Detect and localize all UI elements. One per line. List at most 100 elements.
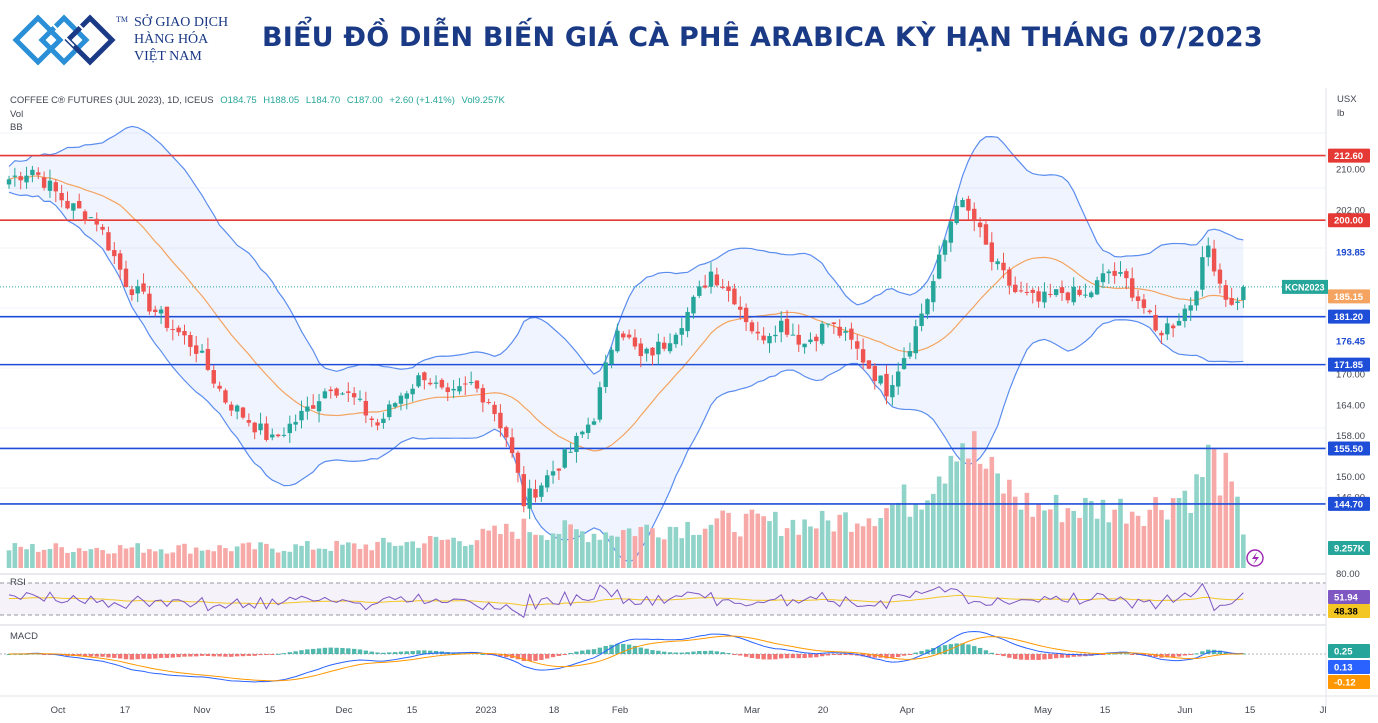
macd-histogram-bar (1176, 654, 1182, 657)
level-badge-bg (1328, 441, 1370, 456)
volume-bar (1235, 496, 1240, 568)
candle-body (392, 403, 398, 407)
volume-bar (533, 534, 538, 568)
candle-body (1124, 271, 1129, 279)
macd-histogram-bar (662, 651, 667, 654)
macd-histogram-bar (1188, 654, 1193, 655)
volume-bar (603, 532, 608, 568)
volume-bar (328, 550, 334, 568)
macd-histogram-bar (182, 654, 187, 657)
candle-body (504, 427, 509, 438)
volume-bar (463, 546, 468, 568)
candle-body (1153, 314, 1158, 331)
volume-bar (381, 537, 386, 568)
volume-bar (1112, 509, 1117, 568)
volume-bar (866, 518, 872, 568)
volume-bar (574, 529, 579, 568)
time-tick-label: Apr (900, 705, 915, 716)
candle-body (995, 261, 1000, 265)
candle-body (784, 318, 790, 335)
volume-bar (264, 543, 269, 568)
volume-bar (1065, 508, 1071, 568)
macd-histogram-bar (41, 654, 47, 655)
macd-histogram-bar (18, 653, 23, 655)
candle-body (164, 306, 170, 328)
macd-histogram-bar (88, 654, 94, 657)
org-line-3: VIỆT NAM (134, 49, 202, 64)
candle-body (498, 412, 503, 429)
candle-body (463, 383, 468, 385)
candle-body (153, 309, 158, 312)
volume-bar (901, 484, 907, 568)
macd-histogram-bar (117, 654, 123, 659)
candle-body (1036, 291, 1041, 302)
price-axis: 210.00 202.00 193.85 185.15 176.45 170.00 164.… (1246, 88, 1370, 708)
volume-bar (346, 542, 351, 568)
volume-bar (451, 537, 456, 568)
candle-body (445, 387, 450, 393)
candle-body (1188, 305, 1193, 311)
candle-body (398, 395, 404, 404)
macd-histogram-bar (1077, 654, 1082, 657)
macd-histogram-bar (656, 650, 661, 654)
price-tick-label: 170.00 (1336, 370, 1365, 381)
volume-bar (591, 533, 597, 568)
volume-bar (1042, 510, 1047, 568)
candle-body (94, 218, 99, 225)
volume-bar (732, 531, 737, 568)
macd-histogram-bar (1001, 654, 1006, 657)
macd-histogram-bar (100, 654, 105, 657)
volume-bar (1229, 481, 1234, 568)
macd-histogram-bar (849, 654, 854, 656)
candle-body (492, 404, 497, 415)
volume-bar (1094, 518, 1100, 568)
macd-histogram-bar (351, 648, 357, 654)
macd-histogram-bar (1042, 654, 1047, 660)
candle-body (457, 386, 462, 392)
volume-bar (1100, 499, 1106, 568)
candle-body (439, 379, 445, 388)
macd-histogram-bar (316, 648, 322, 654)
volume-bar (287, 551, 293, 568)
candle-body (550, 471, 556, 476)
candle-body (1182, 308, 1188, 322)
macd-histogram-bar (369, 651, 374, 654)
candle-body (363, 400, 369, 416)
volume-bar (363, 544, 369, 568)
volume-bar (59, 547, 64, 568)
macd-histogram-bar (1071, 654, 1076, 657)
macd-histogram-bar (691, 651, 696, 654)
volume-bar (1241, 534, 1246, 568)
page-title: BIỂU ĐỒ DIỄN BIẾN GIÁ CÀ PHÊ ARABICA KỲ … (262, 22, 1263, 53)
volume-bar (825, 520, 831, 568)
candle-body (188, 334, 193, 347)
macd-histogram-bar (603, 645, 608, 654)
candle-body (983, 224, 989, 245)
macd-histogram-bar (890, 654, 895, 659)
macd-histogram-bar (527, 654, 532, 662)
volume-bar (392, 546, 398, 568)
price-chart[interactable]: RSI MACD 210.00 202.00 193.85 185.15 176.45 1… (0, 88, 1378, 723)
macd-histogram-bar (644, 648, 649, 654)
candle-body (1094, 280, 1100, 295)
macd-histogram-bar (1223, 651, 1228, 654)
macd-value-badge: 0.13 (1334, 663, 1353, 674)
candle-body (123, 268, 129, 288)
exchange-logo-icon (12, 14, 116, 66)
macd-histogram-bar (1147, 654, 1152, 657)
macd-histogram-bar (264, 654, 269, 655)
macd-histogram-bar (784, 654, 790, 659)
candle-body (1071, 286, 1076, 303)
candle-body (925, 299, 930, 315)
macd-histogram-bar (217, 654, 222, 657)
volume-bar (322, 548, 328, 568)
time-tick-label: Dec (336, 705, 353, 716)
legend-vol-label: Vol (10, 109, 23, 120)
volume-bar (176, 545, 181, 568)
macd-histogram-bar (123, 654, 129, 660)
candle-body (369, 418, 374, 421)
volume-bar (1053, 494, 1059, 568)
level-badge: 181.20 (1334, 312, 1363, 323)
macd-histogram-bar (480, 653, 486, 655)
macd-histogram-bar (972, 646, 977, 654)
